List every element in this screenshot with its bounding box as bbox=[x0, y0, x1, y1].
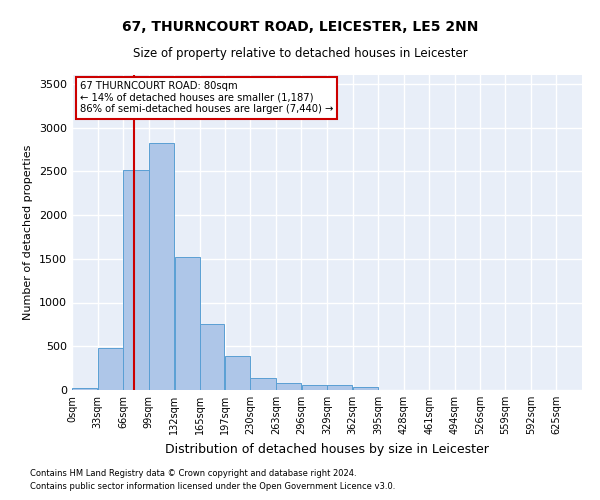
Bar bbox=[72, 388, 97, 390]
Bar bbox=[225, 356, 250, 390]
Bar bbox=[124, 170, 149, 390]
Bar bbox=[98, 348, 123, 390]
Bar bbox=[175, 257, 200, 390]
Bar bbox=[353, 388, 378, 390]
Text: 67, THURNCOURT ROAD, LEICESTER, LE5 2NN: 67, THURNCOURT ROAD, LEICESTER, LE5 2NN bbox=[122, 20, 478, 34]
Bar bbox=[276, 384, 301, 390]
Text: Contains HM Land Registry data © Crown copyright and database right 2024.: Contains HM Land Registry data © Crown c… bbox=[30, 468, 356, 477]
Text: 67 THURNCOURT ROAD: 80sqm
← 14% of detached houses are smaller (1,187)
86% of se: 67 THURNCOURT ROAD: 80sqm ← 14% of detac… bbox=[80, 82, 333, 114]
X-axis label: Distribution of detached houses by size in Leicester: Distribution of detached houses by size … bbox=[165, 442, 489, 456]
Y-axis label: Number of detached properties: Number of detached properties bbox=[23, 145, 34, 320]
Bar bbox=[327, 385, 352, 390]
Text: Contains public sector information licensed under the Open Government Licence v3: Contains public sector information licen… bbox=[30, 482, 395, 491]
Bar bbox=[200, 324, 224, 390]
Bar bbox=[250, 378, 275, 390]
Text: Size of property relative to detached houses in Leicester: Size of property relative to detached ho… bbox=[133, 48, 467, 60]
Bar bbox=[149, 144, 174, 390]
Bar bbox=[302, 385, 327, 390]
